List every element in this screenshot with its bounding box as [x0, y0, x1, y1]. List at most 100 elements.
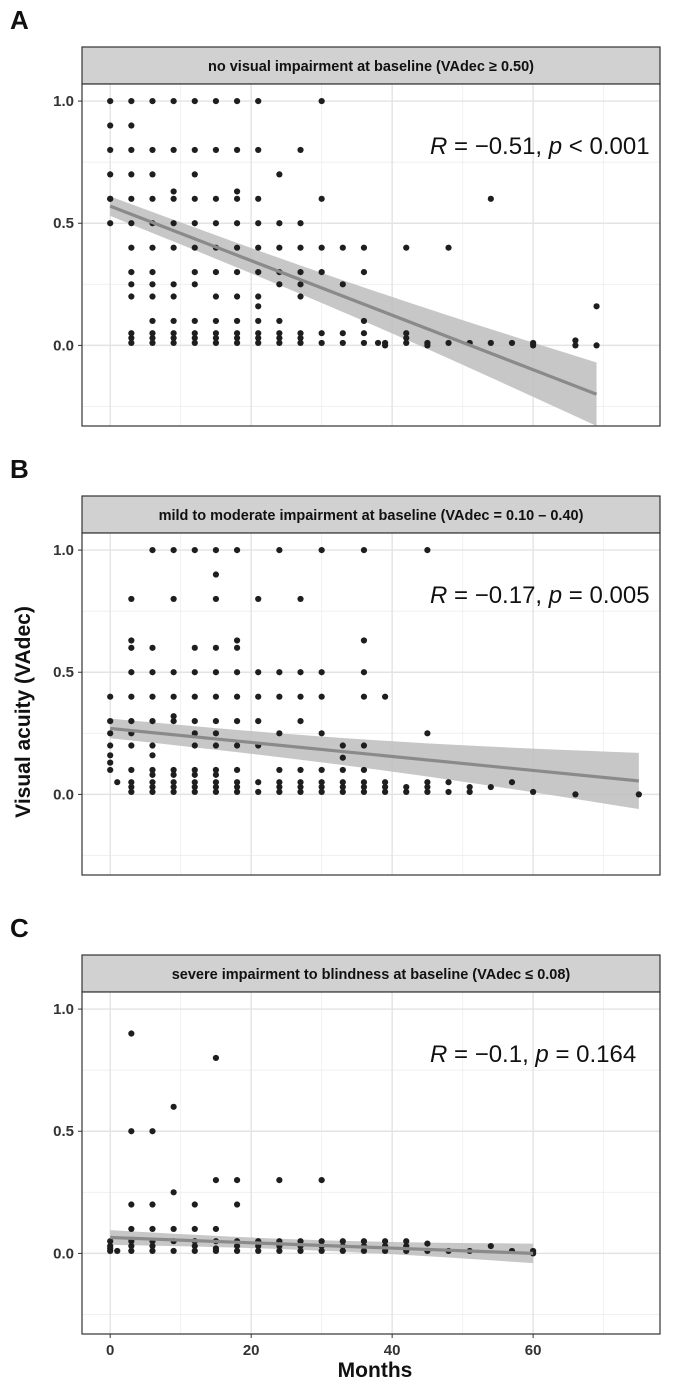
data-point [403, 1238, 410, 1245]
data-point [107, 195, 114, 202]
data-point [170, 788, 177, 796]
data-point [233, 146, 241, 154]
data-point [276, 317, 283, 325]
data-point [170, 1225, 177, 1233]
data-point [107, 742, 114, 749]
data-point [212, 317, 220, 325]
strip-title: no visual impairment at baseline (VAdec … [208, 59, 534, 75]
data-point [170, 339, 177, 347]
data-point [149, 718, 156, 725]
data-point [593, 342, 600, 349]
data-point [424, 1240, 431, 1247]
data-point [318, 98, 325, 105]
data-point [114, 779, 121, 786]
y-tick-label: 0.0 [53, 786, 74, 803]
data-point [360, 1247, 368, 1255]
data-point [508, 779, 516, 786]
data-point [445, 339, 452, 347]
data-point [170, 1247, 177, 1255]
data-point [128, 1030, 135, 1037]
data-point [128, 220, 135, 227]
data-point [297, 779, 304, 786]
data-point [487, 1242, 494, 1250]
data-point [212, 693, 220, 700]
data-point [128, 330, 135, 337]
data-point [191, 1225, 198, 1233]
data-point [212, 1225, 220, 1233]
data-point [128, 595, 135, 603]
y-tick-label: 1.0 [53, 542, 74, 559]
data-point [149, 1225, 156, 1233]
data-point [191, 742, 198, 749]
data-point [318, 669, 325, 676]
data-point [149, 334, 156, 342]
data-point [128, 788, 135, 796]
plot-area [82, 992, 660, 1334]
data-point [255, 317, 262, 325]
data-point [360, 693, 368, 700]
data-point [107, 1238, 114, 1245]
data-point [212, 771, 220, 778]
data-point [424, 547, 431, 554]
panel-letter: C [10, 913, 29, 943]
data-point [403, 339, 410, 347]
data-point [212, 718, 220, 725]
data-point [339, 1247, 346, 1255]
data-point [170, 195, 177, 202]
data-point [255, 1247, 262, 1255]
data-point [191, 334, 198, 342]
data-point [530, 788, 537, 796]
data-point [149, 771, 156, 778]
data-point [128, 783, 135, 791]
data-point [593, 303, 600, 310]
data-point [318, 1238, 325, 1245]
data-point [191, 783, 198, 791]
data-point [191, 730, 198, 737]
data-point [255, 788, 262, 796]
y-tick-label: 0.5 [53, 1123, 74, 1140]
data-point [381, 693, 389, 700]
data-point [297, 693, 304, 700]
data-point [212, 669, 220, 676]
data-point [381, 1238, 389, 1245]
data-point [191, 644, 198, 651]
data-point [149, 547, 156, 554]
data-point [360, 317, 368, 325]
data-point [360, 339, 368, 347]
data-point [233, 766, 241, 774]
annot-r-value: = −0.17, [447, 582, 548, 609]
data-point [128, 1247, 135, 1255]
data-point [360, 788, 368, 796]
data-point [170, 98, 177, 105]
data-point [466, 788, 473, 796]
data-point [191, 771, 198, 778]
data-point [360, 783, 368, 791]
data-point [128, 171, 135, 178]
data-point [233, 334, 241, 342]
data-point [233, 293, 241, 300]
data-point [107, 98, 114, 105]
data-point [212, 547, 220, 554]
data-point [149, 1201, 156, 1208]
data-point [276, 330, 283, 337]
data-point [170, 766, 177, 774]
data-point [128, 644, 135, 651]
data-point [212, 293, 220, 300]
data-point [233, 244, 241, 251]
data-point [128, 742, 135, 749]
data-point [339, 766, 346, 774]
data-point [191, 339, 198, 347]
data-point [297, 788, 304, 796]
data-point [170, 188, 177, 195]
panel-letter: B [10, 454, 29, 484]
data-point [191, 547, 198, 554]
data-point [318, 693, 325, 700]
data-point [466, 783, 473, 791]
data-point [424, 779, 431, 786]
data-point [149, 693, 156, 700]
data-point [487, 783, 494, 791]
data-point [318, 330, 325, 337]
data-point [276, 669, 283, 676]
data-point [128, 766, 135, 774]
data-point [149, 788, 156, 796]
